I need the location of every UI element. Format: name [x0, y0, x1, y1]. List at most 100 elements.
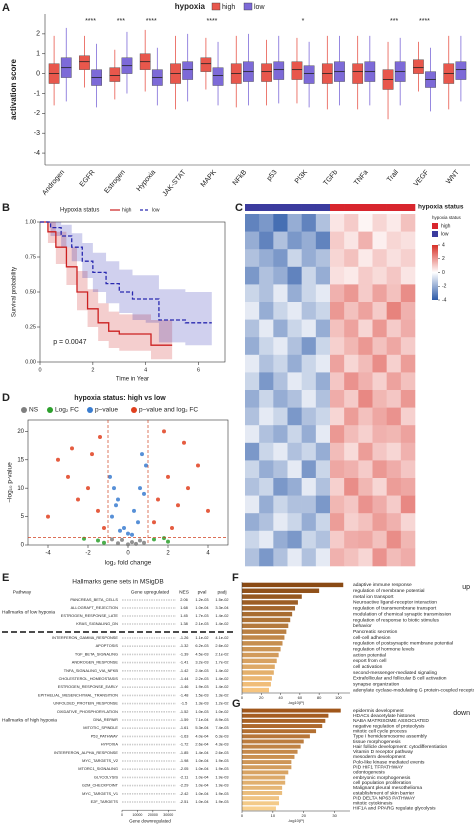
heat-cell — [330, 214, 345, 232]
table-cell: -1.48 — [180, 692, 189, 697]
heat-cell — [358, 407, 373, 426]
bar — [242, 744, 301, 749]
bar-label: behavior — [353, 623, 372, 629]
bar-label: tissue morphogenesis — [353, 739, 401, 745]
heat-cell — [386, 407, 402, 426]
y-tick-label: -2 — [34, 110, 40, 117]
heat-cell — [400, 460, 416, 479]
pathway-name: HYPOXIA — [101, 742, 119, 747]
x-axis-label: Time in Year — [116, 377, 149, 383]
y-tick-label: -4 — [34, 150, 40, 157]
heat-cell — [372, 425, 387, 444]
panel-label: B — [2, 202, 10, 214]
bar — [242, 791, 283, 795]
heat-cell — [301, 319, 317, 338]
pathway-name: PANCREAS_BETA_CELLS — [70, 597, 118, 602]
heat-cell — [287, 442, 302, 461]
bar — [242, 687, 269, 693]
heat-cell — [287, 513, 302, 532]
table-cell: -1.63 — [180, 733, 189, 738]
point — [130, 532, 134, 537]
heat-cell — [358, 478, 373, 496]
table-cell: 4.3e-03 — [215, 742, 228, 747]
colorbar-label: 0 — [442, 270, 445, 276]
point — [162, 429, 166, 434]
bar-label: Polo-like kinase mediated events — [353, 759, 425, 765]
bar-label: Extrafollicular and follicular B cell ac… — [353, 676, 447, 682]
heat-cell — [315, 249, 331, 268]
legend-swatch — [432, 223, 438, 229]
heat-cell — [372, 337, 387, 356]
heat-cell — [259, 513, 274, 532]
bar — [242, 611, 293, 617]
legend-marker — [21, 407, 27, 413]
bar — [242, 734, 310, 739]
heat-cell — [400, 407, 416, 426]
pathway-name: MYC_TARGETS_V2 — [82, 758, 118, 763]
bar-label: Hair follicle development: cytodifferent… — [353, 744, 448, 750]
bar-label: mitotic cell cycle process — [353, 728, 407, 734]
point — [170, 525, 174, 530]
colorbar-label: 4 — [442, 242, 445, 248]
legend-title: hypoxia status — [432, 215, 462, 220]
heat-cell — [273, 284, 288, 303]
heat-cell — [400, 231, 416, 250]
table-title: Hallmarks gene sets in MSigDB — [72, 579, 163, 586]
heat-cell — [358, 425, 373, 444]
heat-cell — [315, 231, 331, 250]
pathway-name: E2F_TARGETS — [91, 799, 119, 804]
table-cell: -2.11 — [180, 774, 189, 779]
heat-cell — [330, 354, 345, 373]
point — [86, 486, 90, 491]
table-cell: 1.0e-03 — [195, 709, 208, 714]
legend-label: low — [254, 4, 265, 11]
x-tick-label: 10000 — [132, 813, 142, 817]
table-cell: 7.4e-03 — [215, 725, 228, 730]
table-cell: 1.38 — [180, 621, 188, 626]
heat-cell — [344, 266, 359, 285]
significance: **** — [146, 18, 157, 25]
heat-cell — [287, 478, 302, 496]
heat-cell — [315, 548, 331, 567]
bar — [242, 588, 320, 593]
heat-cell — [273, 425, 288, 444]
table-cell: 1.4e-02 — [215, 613, 228, 618]
table-cell: 1.0e-04 — [195, 799, 209, 804]
heat-cell — [330, 425, 345, 444]
significance: **** — [207, 18, 218, 25]
heat-cell — [400, 284, 416, 303]
heat-cell — [344, 530, 359, 549]
table-cell: 2.4e-03 — [195, 668, 208, 673]
heat-cell — [245, 390, 260, 408]
colorbar-label: 2 — [442, 256, 445, 262]
x-tick-label: -2 — [85, 551, 91, 557]
heat-cell — [372, 407, 387, 426]
box — [182, 61, 194, 80]
x-tick-label: 80 — [317, 695, 322, 700]
point — [166, 474, 170, 479]
heat-cell — [259, 249, 274, 268]
table-cell: -1.98 — [180, 758, 189, 763]
bar-label: regulation of hormone levels — [353, 646, 415, 652]
heat-cell — [372, 495, 387, 514]
y-tick-label: 0.75 — [25, 254, 36, 260]
heat-cell — [301, 302, 317, 320]
heat-cell — [301, 337, 317, 356]
table-cell: 1.4e-02 — [215, 676, 228, 681]
bar-label: Type I hemidesmosome assembly — [353, 734, 427, 740]
table-cell: 1.9e-03 — [215, 774, 228, 779]
bar — [242, 600, 298, 605]
group-bar — [400, 204, 416, 211]
heat-cell — [287, 354, 302, 373]
significance: **** — [419, 18, 430, 25]
table-cell: 1.0e-04 — [195, 758, 209, 763]
table-cell: -1.72 — [180, 742, 189, 747]
pathway-name: G2M_CHECKPOINT — [82, 783, 119, 788]
bar-label: PID HIF1 TFPATHWAY — [353, 765, 404, 771]
point — [162, 536, 166, 541]
heat-cell — [386, 425, 402, 444]
bar-label: Neuroactive ligand-receptor interaction — [353, 600, 437, 606]
heat-cell — [386, 530, 402, 549]
y-tick-label: 1 — [36, 51, 40, 58]
heat-cell — [315, 495, 331, 514]
